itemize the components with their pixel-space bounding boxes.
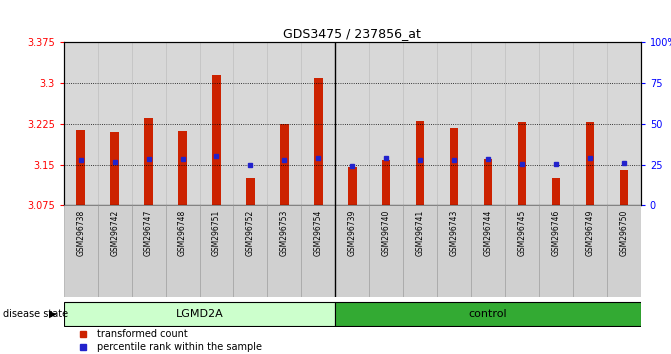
Bar bbox=[471, 205, 505, 297]
Bar bbox=[76, 130, 85, 205]
Bar bbox=[437, 205, 471, 297]
Bar bbox=[450, 128, 458, 205]
Bar bbox=[382, 160, 391, 205]
Bar bbox=[573, 42, 607, 205]
Bar bbox=[64, 42, 98, 205]
Bar bbox=[132, 205, 166, 297]
Bar bbox=[437, 42, 471, 205]
Bar bbox=[111, 132, 119, 205]
Text: GSM296745: GSM296745 bbox=[517, 210, 527, 256]
Bar bbox=[234, 205, 268, 297]
Text: GSM296743: GSM296743 bbox=[450, 210, 458, 256]
Bar bbox=[64, 205, 98, 297]
Text: GSM296739: GSM296739 bbox=[348, 210, 357, 256]
Bar bbox=[619, 170, 628, 205]
Bar bbox=[178, 131, 187, 205]
Bar bbox=[369, 42, 403, 205]
Bar bbox=[336, 42, 369, 205]
Bar bbox=[348, 167, 356, 205]
Text: GSM296744: GSM296744 bbox=[484, 210, 493, 256]
Bar bbox=[573, 205, 607, 297]
Bar bbox=[246, 178, 255, 205]
Bar bbox=[268, 42, 301, 205]
Bar bbox=[607, 42, 641, 205]
Bar bbox=[199, 42, 234, 205]
Bar bbox=[98, 205, 132, 297]
Bar bbox=[552, 178, 560, 205]
Bar bbox=[234, 42, 268, 205]
Bar bbox=[301, 42, 336, 205]
Text: GSM296751: GSM296751 bbox=[212, 210, 221, 256]
Bar bbox=[166, 205, 199, 297]
Text: GSM296750: GSM296750 bbox=[619, 210, 628, 256]
Text: GSM296754: GSM296754 bbox=[314, 210, 323, 256]
Bar bbox=[505, 42, 539, 205]
Bar bbox=[586, 122, 594, 205]
Text: GSM296749: GSM296749 bbox=[585, 210, 595, 256]
Bar bbox=[64, 302, 336, 326]
Text: GSM296746: GSM296746 bbox=[552, 210, 560, 256]
Text: ▶: ▶ bbox=[49, 309, 56, 319]
Bar bbox=[199, 205, 234, 297]
Text: GSM296752: GSM296752 bbox=[246, 210, 255, 256]
Text: GSM296738: GSM296738 bbox=[76, 210, 85, 256]
Bar bbox=[212, 75, 221, 205]
Bar bbox=[403, 42, 437, 205]
Text: transformed count: transformed count bbox=[97, 329, 188, 339]
Text: GSM296748: GSM296748 bbox=[178, 210, 187, 256]
Text: GSM296747: GSM296747 bbox=[144, 210, 153, 256]
Bar bbox=[518, 122, 526, 205]
Text: GSM296740: GSM296740 bbox=[382, 210, 391, 256]
Text: GSM296753: GSM296753 bbox=[280, 210, 289, 256]
Bar bbox=[268, 205, 301, 297]
Bar bbox=[403, 205, 437, 297]
Text: GSM296742: GSM296742 bbox=[110, 210, 119, 256]
Text: percentile rank within the sample: percentile rank within the sample bbox=[97, 342, 262, 353]
Bar bbox=[132, 42, 166, 205]
Title: GDS3475 / 237856_at: GDS3475 / 237856_at bbox=[283, 27, 421, 40]
Bar bbox=[301, 205, 336, 297]
Text: GSM296741: GSM296741 bbox=[415, 210, 425, 256]
Bar bbox=[280, 124, 289, 205]
Bar bbox=[416, 121, 424, 205]
Text: LGMD2A: LGMD2A bbox=[176, 309, 223, 319]
Bar bbox=[144, 119, 153, 205]
Bar bbox=[539, 205, 573, 297]
Bar bbox=[505, 205, 539, 297]
Bar bbox=[314, 78, 323, 205]
Bar bbox=[369, 205, 403, 297]
Bar bbox=[98, 42, 132, 205]
Bar bbox=[166, 42, 199, 205]
Bar bbox=[471, 42, 505, 205]
Bar bbox=[484, 159, 493, 205]
Bar bbox=[607, 205, 641, 297]
Bar bbox=[336, 205, 369, 297]
Text: disease state: disease state bbox=[3, 309, 68, 319]
Text: control: control bbox=[469, 309, 507, 319]
Bar bbox=[336, 302, 641, 326]
Bar bbox=[539, 42, 573, 205]
